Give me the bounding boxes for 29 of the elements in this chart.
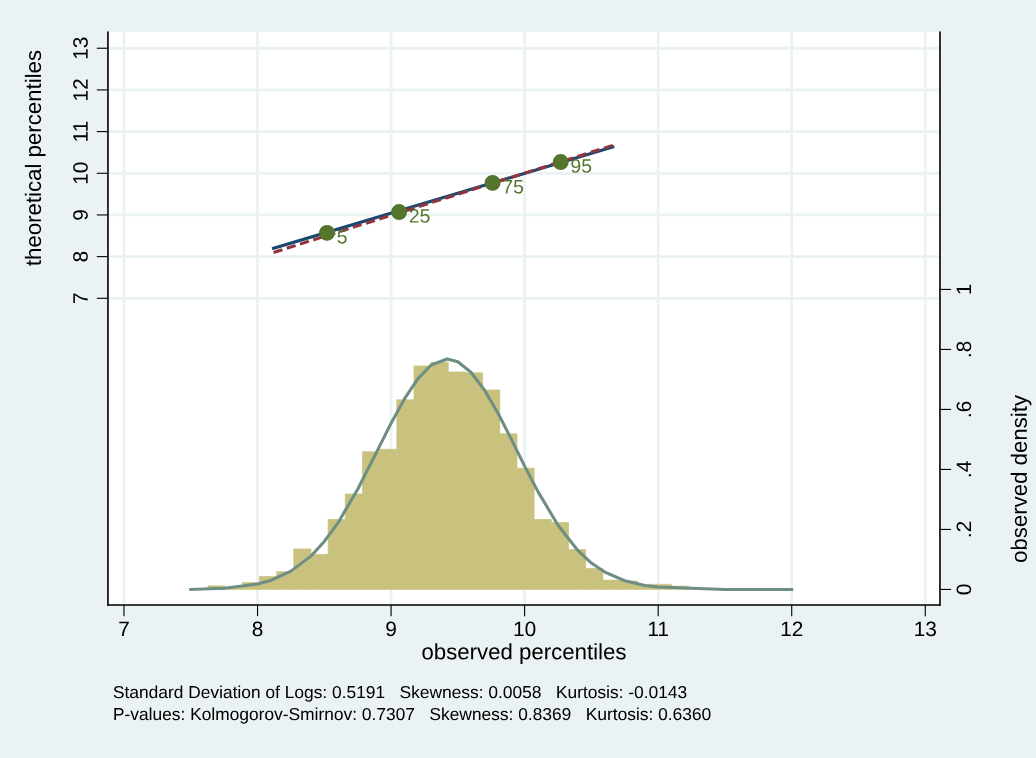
y2-tick-label: .6: [956, 401, 972, 417]
y-tick-label: 7: [73, 293, 88, 304]
y-tick-label: 10: [73, 162, 88, 184]
y2-tick-label: .8: [956, 341, 972, 357]
y-tick-label: 8: [73, 251, 88, 262]
x-tick-label: 7: [119, 621, 129, 637]
x-tick-label: 12: [781, 621, 803, 637]
y2-tick-label: 0: [956, 584, 972, 595]
text: P-values: Kolmogorov-Smirnov: 0.7307 Skewness: 0.8369 Kurtosis: 0.6360: [114, 707, 711, 724]
y2-tick-label: .2: [956, 521, 972, 537]
y2-tick-label: 1: [956, 284, 972, 294]
y2-axis-title: observed density: [1010, 395, 1032, 563]
annotation: 95: [571, 159, 592, 173]
x-tick-label: 8: [252, 621, 263, 637]
x-axis-title: observed percentiles: [422, 643, 626, 664]
text: Standard Deviation of Logs: 0.5191 Skewness: 0.0058 Kurtosis: -0.0143: [113, 685, 687, 702]
y-tick-label: 9: [73, 210, 88, 220]
y2-tick-label: .4: [956, 461, 972, 477]
x-tick-label: 9: [386, 621, 396, 637]
x-tick-label: 10: [514, 621, 536, 637]
y-axis-title: theoretical percentiles: [24, 50, 46, 266]
x-tick-label: 11: [648, 621, 668, 637]
x-tick-label: 13: [915, 621, 936, 637]
annotation: 25: [409, 209, 430, 223]
y-tick-label: 11: [73, 121, 88, 141]
annotation: 75: [503, 180, 524, 194]
y-tick-label: 13: [73, 37, 88, 59]
y-tick-label: 12: [73, 79, 88, 100]
annotation: 5: [337, 230, 347, 244]
